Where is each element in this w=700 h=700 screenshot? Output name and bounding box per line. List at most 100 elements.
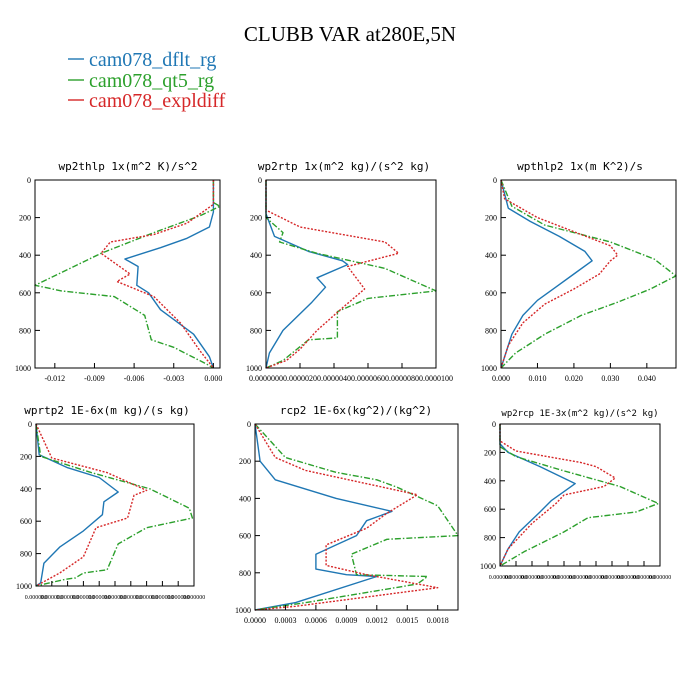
x-tick-label: 0.020: [565, 374, 583, 383]
x-tick-label: 0.0000: [244, 616, 266, 625]
x-tick-label: -0.009: [84, 374, 105, 383]
y-tick-label: 200: [484, 448, 496, 457]
x-tick-label: 0.0015: [396, 616, 418, 625]
y-tick-label: 800: [485, 326, 497, 335]
x-tick-label: -0.012: [44, 374, 65, 383]
x-tick-label: 0.0000020: [283, 374, 317, 383]
x-tick-label: 0.000000: [56, 595, 79, 601]
legend-label-expldiff: cam078_expldiff: [89, 90, 226, 112]
x-tick-label: 0.0009: [335, 616, 357, 625]
series-line-dflt: [254, 423, 393, 611]
legend-label-qt5: cam078_qt5_rg: [89, 70, 214, 92]
y-tick-label: 1000: [480, 562, 496, 571]
x-tick-label: 0.000000: [633, 575, 656, 581]
x-tick-label: 0.000000: [151, 595, 174, 601]
series-line-qt5: [500, 179, 677, 369]
legend: cam078_dflt_rg cam078_qt5_rg cam078_expl…: [68, 49, 226, 112]
legend-entry-expldiff: cam078_expldiff: [68, 90, 226, 112]
series-line-dflt: [35, 423, 119, 587]
x-tick-label: 0.000000: [88, 595, 111, 601]
y-tick-label: 200: [239, 457, 251, 466]
x-tick-label: 0.0012: [366, 616, 388, 625]
panel-title-wp2thlp: wp2thlp 1x(m^2 K)/s^2: [58, 160, 197, 173]
series-line-dflt: [124, 180, 215, 369]
y-tick-label: 600: [239, 532, 251, 541]
y-tick-label: 600: [19, 289, 31, 298]
x-tick-label: 0.000000: [135, 595, 158, 601]
x-tick-label: 0.000000: [41, 595, 64, 601]
plot-frame: [35, 423, 195, 587]
x-tick-label: 0.0000060: [351, 374, 385, 383]
x-tick-label: 0.000000: [553, 575, 576, 581]
y-tick-label: 600: [20, 517, 32, 526]
panel-title-wp2rtp: wp2rtp 1x(m^2 kg)/(s^2 kg): [258, 160, 430, 173]
x-tick-label: 0.000000: [505, 575, 528, 581]
x-tick-label: 0.0000100: [419, 374, 453, 383]
y-tick-label: 200: [250, 214, 262, 223]
y-tick-label: 0: [493, 176, 497, 185]
y-tick-label: 0: [492, 420, 496, 429]
legend-entry-qt5: cam078_qt5_rg: [68, 70, 214, 92]
y-tick-label: 800: [239, 569, 251, 578]
series-line-expldiff: [265, 180, 400, 369]
panel-rcp2: rcp2 1E-6x(kg^2)/(kg^2) 0 200 400 600 800 100…: [235, 404, 459, 625]
legend-entry-dflt: cam078_dflt_rg: [68, 49, 216, 71]
x-tick-label: 0.0006: [305, 616, 327, 625]
y-tick-label: 400: [250, 251, 262, 260]
panel-wp2thlp: wp2thlp 1x(m^2 K)/s^2 0 200 400 600 800 1000 -…: [15, 160, 222, 383]
y-tick-label: 600: [484, 505, 496, 514]
x-tick-label: -0.006: [124, 374, 145, 383]
series-line-expldiff: [500, 179, 619, 369]
x-tick-label: 0.030: [601, 374, 619, 383]
series-line-expldiff: [499, 424, 616, 567]
y-tick-label: 200: [485, 214, 497, 223]
y-tick-label: 1000: [246, 364, 262, 373]
panel-wp2rtp: wp2rtp 1x(m^2 kg)/(s^2 kg) 0 200 400 600 800…: [246, 160, 453, 383]
x-tick-label: 0.000000: [537, 575, 560, 581]
panel-wprtp2: wprtp2 1E-6x(m kg)/(s kg) 0 200 400 600 800 1…: [16, 404, 205, 601]
x-tick-label: 0.0018: [427, 616, 449, 625]
x-tick-label: 0.000000: [120, 595, 143, 601]
y-tick-label: 0: [258, 176, 262, 185]
x-tick-label: 0.0003: [274, 616, 296, 625]
y-tick-label: 400: [239, 494, 251, 503]
y-tick-label: 600: [250, 289, 262, 298]
plot-frame: [500, 179, 677, 369]
series-line-qt5: [499, 424, 660, 567]
series-line-qt5: [254, 423, 459, 611]
panel-title-rcp2: rcp2 1E-6x(kg^2)/(kg^2): [280, 404, 432, 417]
x-tick-label: 0.0000000: [249, 374, 283, 383]
panel-title-wpthlp2: wpthlp2 1x(m K^2)/s: [517, 160, 643, 173]
x-tick-label: 0.0000040: [317, 374, 351, 383]
series-line-dflt: [265, 180, 349, 369]
x-tick-label: 0.040: [638, 374, 656, 383]
x-tick-label: 0.000: [204, 374, 222, 383]
y-tick-label: 400: [485, 251, 497, 260]
series-line-expldiff: [100, 180, 215, 369]
y-tick-label: 1000: [481, 364, 497, 373]
y-tick-label: 200: [20, 452, 32, 461]
series-line-expldiff: [35, 423, 148, 587]
series-line-dflt: [500, 179, 593, 369]
panel-wpthlp2: wpthlp2 1x(m K^2)/s 020040060080010000.0…: [481, 160, 677, 383]
x-tick-label: 0.000000: [104, 595, 127, 601]
x-tick-label: -0.003: [163, 374, 184, 383]
series-line-expldiff: [254, 423, 439, 611]
y-tick-label: 0: [28, 420, 32, 429]
x-tick-label: 0.000000: [489, 575, 512, 581]
x-tick-label: 0.000000: [25, 595, 48, 601]
series-line-qt5: [265, 180, 437, 369]
x-tick-label: 0.000000: [585, 575, 608, 581]
y-tick-label: 600: [485, 289, 497, 298]
y-tick-label: 0: [27, 176, 31, 185]
x-tick-label: 0.010: [528, 374, 546, 383]
y-tick-label: 0: [247, 420, 251, 429]
x-tick-label: 0.000000: [601, 575, 624, 581]
y-tick-label: 800: [484, 534, 496, 543]
x-tick-label: 0.000: [492, 374, 510, 383]
legend-label-dflt: cam078_dflt_rg: [89, 49, 216, 71]
y-tick-label: 400: [484, 477, 496, 486]
figure-title: CLUBB VAR at280E,5N: [244, 22, 456, 46]
y-tick-label: 1000: [15, 364, 31, 373]
